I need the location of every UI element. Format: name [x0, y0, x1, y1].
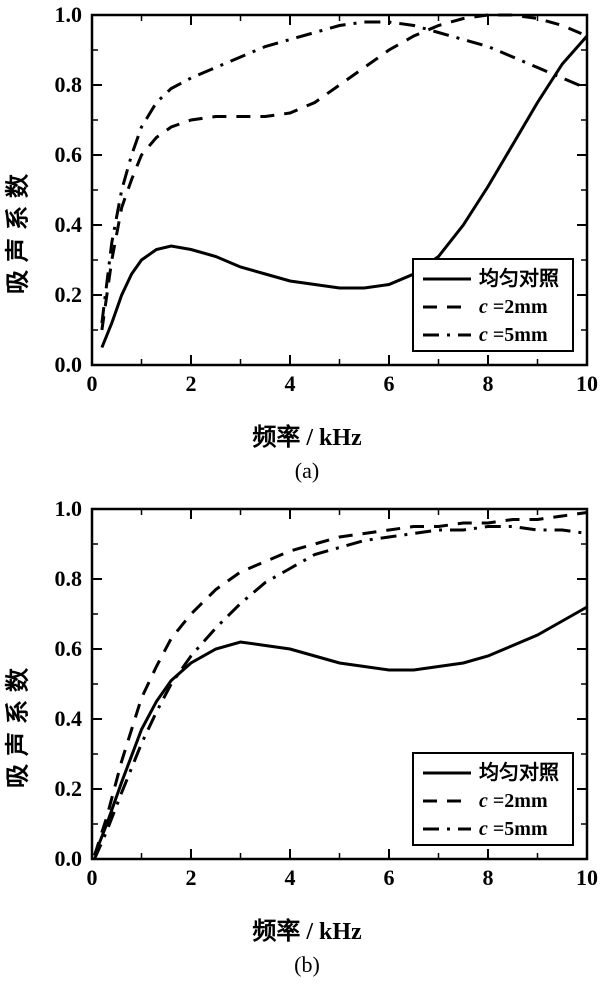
- xlabel-b: 频率 / kHz: [252, 911, 361, 946]
- sublabel-a: (a): [295, 458, 319, 484]
- panel-a: 吸声系数 02468100.00.20.40.60.81.0均匀对照c =2mm…: [7, 0, 607, 460]
- svg-text:均匀对照: 均匀对照: [479, 760, 559, 784]
- svg-text:2: 2: [186, 865, 197, 890]
- svg-text:6: 6: [384, 865, 395, 890]
- svg-text:0.0: 0.0: [55, 846, 83, 871]
- chart-b: 0 2 4 6 8 10 0.0 0.2 0.4 0.6 0.8 1.0 均匀对照 c =2mm c =5m…: [7, 494, 607, 924]
- svg-text:4: 4: [285, 865, 296, 890]
- svg-text:0: 0: [87, 865, 98, 890]
- svg-text:4: 4: [285, 371, 296, 396]
- svg-text:10: 10: [576, 865, 598, 890]
- ylabel-a: 吸声系数: [0, 166, 33, 294]
- svg-text:0.6: 0.6: [55, 142, 83, 167]
- svg-text:1.0: 1.0: [55, 496, 83, 521]
- svg-text:c =5mm: c =5mm: [479, 818, 548, 840]
- svg-text:c =5mm: c =5mm: [479, 324, 548, 346]
- svg-text:0.8: 0.8: [55, 566, 83, 591]
- xlabel-a: 频率 / kHz: [252, 417, 361, 452]
- svg-text:1.0: 1.0: [55, 2, 83, 27]
- svg-text:8: 8: [483, 371, 494, 396]
- svg-text:8: 8: [483, 865, 494, 890]
- svg-text:0.0: 0.0: [55, 352, 83, 377]
- panel-b: 吸声系数 02468100.00.20.40.60.81.0均匀对照c =2mm…: [7, 494, 607, 954]
- svg-text:c =2mm: c =2mm: [479, 296, 548, 318]
- svg-text:0.6: 0.6: [55, 636, 83, 661]
- svg-text:均匀对照: 均匀对照: [479, 266, 559, 290]
- svg-text:0.4: 0.4: [55, 706, 83, 731]
- svg-text:0.2: 0.2: [55, 776, 83, 801]
- svg-text:6: 6: [384, 371, 395, 396]
- ylabel-b: 吸声系数: [0, 660, 33, 788]
- svg-text:10: 10: [576, 371, 598, 396]
- svg-text:0.2: 0.2: [55, 282, 83, 307]
- svg-text:2: 2: [186, 371, 197, 396]
- sublabel-b: (b): [294, 952, 320, 978]
- figure: 吸声系数 0 2 4 6 8 10 0.0 0.2 0.4 0.6 0.8 1.0 均匀对照 c =2mm…: [0, 0, 614, 988]
- svg-text:0.4: 0.4: [55, 212, 83, 237]
- svg-text:c =2mm: c =2mm: [479, 790, 548, 812]
- chart-a: 0 2 4 6 8 10 0.0 0.2 0.4 0.6 0.8 1.0 均匀对照 c =2mm c =5m…: [7, 0, 607, 430]
- svg-text:0.8: 0.8: [55, 72, 83, 97]
- svg-text:0: 0: [87, 371, 98, 396]
